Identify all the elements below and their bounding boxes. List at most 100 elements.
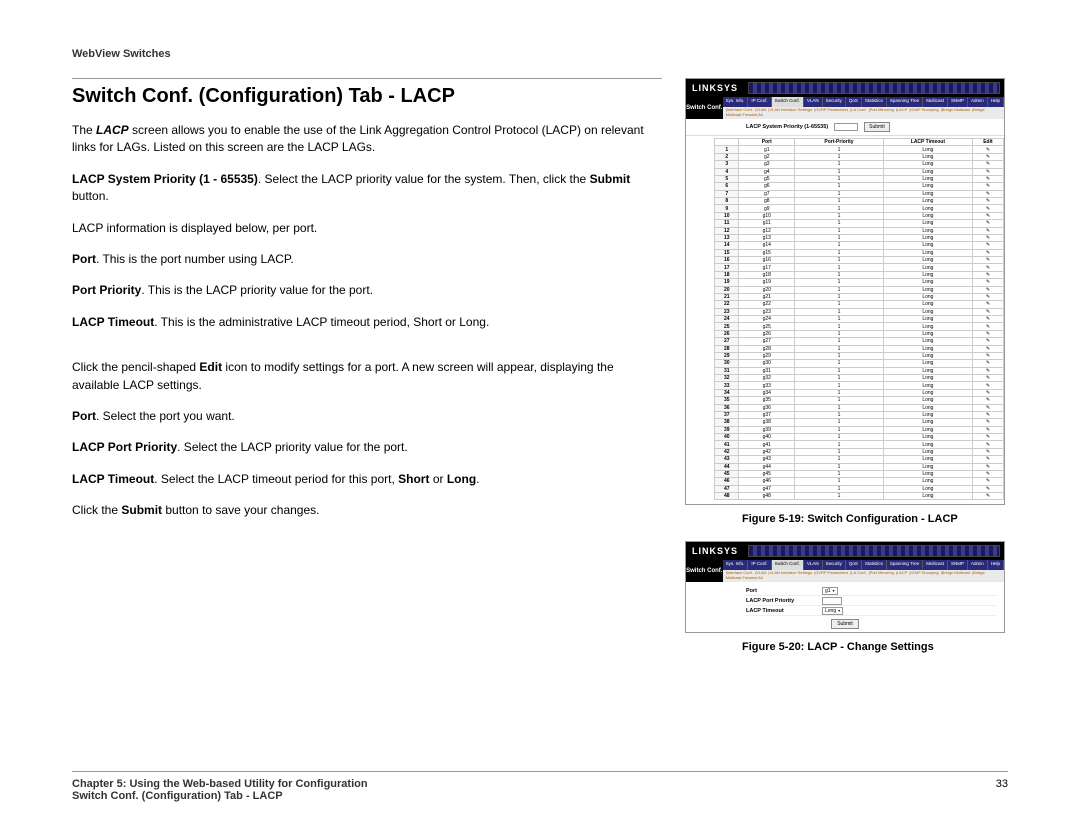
tab-spanning-tree[interactable]: Spanning Tree xyxy=(887,97,923,107)
edit-icon[interactable]: ✎ xyxy=(972,338,1003,345)
edit-icon[interactable]: ✎ xyxy=(972,308,1003,315)
edit-icon[interactable]: ✎ xyxy=(972,330,1003,337)
table-header: Edit xyxy=(972,139,1003,146)
edit-icon[interactable]: ✎ xyxy=(972,470,1003,477)
sublink[interactable]: |LACP xyxy=(896,570,908,575)
edit-icon[interactable]: ✎ xyxy=(972,161,1003,168)
tab-snmp[interactable]: SNMP xyxy=(948,560,968,570)
edit-icon[interactable]: ✎ xyxy=(972,153,1003,160)
edit-icon[interactable]: ✎ xyxy=(972,448,1003,455)
edit-icon[interactable]: ✎ xyxy=(972,316,1003,323)
tab-statistics[interactable]: Statistics xyxy=(862,560,887,570)
edit-icon[interactable]: ✎ xyxy=(972,175,1003,182)
edit-icon[interactable]: ✎ xyxy=(972,345,1003,352)
tab-qos[interactable]: QoS xyxy=(846,97,862,107)
edit-icon[interactable]: ✎ xyxy=(972,264,1003,271)
tab-vlan[interactable]: VLAN xyxy=(804,560,823,570)
edit-icon[interactable]: ✎ xyxy=(972,441,1003,448)
sublink[interactable]: |Port Mirroring xyxy=(869,107,894,112)
edit-icon[interactable]: ✎ xyxy=(972,463,1003,470)
tab-snmp[interactable]: SNMP xyxy=(948,97,968,107)
cell: Long xyxy=(883,323,972,330)
tab-help[interactable]: Help xyxy=(988,97,1004,107)
edit-icon[interactable]: ✎ xyxy=(972,382,1003,389)
timeout-select[interactable]: Long xyxy=(822,607,843,615)
tab-ip-conf-[interactable]: IP Conf. xyxy=(748,97,771,107)
edit-icon[interactable]: ✎ xyxy=(972,227,1003,234)
tab-vlan[interactable]: VLAN xyxy=(804,97,823,107)
tab-spanning-tree[interactable]: Spanning Tree xyxy=(887,560,923,570)
edit-icon[interactable]: ✎ xyxy=(972,279,1003,286)
sys-prio-input[interactable] xyxy=(834,123,858,131)
edit-icon[interactable]: ✎ xyxy=(972,234,1003,241)
edit-icon[interactable]: ✎ xyxy=(972,397,1003,404)
cell: 1 xyxy=(795,345,884,352)
edit-icon[interactable]: ✎ xyxy=(972,360,1003,367)
sublink[interactable]: |GVRP Parameters xyxy=(814,570,848,575)
edit-icon[interactable]: ✎ xyxy=(972,434,1003,441)
edit-icon[interactable]: ✎ xyxy=(972,271,1003,278)
edit-icon[interactable]: ✎ xyxy=(972,257,1003,264)
submit-button[interactable]: Submit xyxy=(864,122,890,132)
edit-icon[interactable]: ✎ xyxy=(972,242,1003,249)
edit-icon[interactable]: ✎ xyxy=(972,146,1003,153)
sublink[interactable]: |LA Conf. xyxy=(850,107,866,112)
edit-icon[interactable]: ✎ xyxy=(972,183,1003,190)
sublink[interactable]: |Bridge Multicast xyxy=(941,570,971,575)
edit-icon[interactable]: ✎ xyxy=(972,205,1003,212)
tab-security[interactable]: Security xyxy=(823,97,846,107)
edit-icon[interactable]: ✎ xyxy=(972,220,1003,227)
sublink[interactable]: |GVRP Parameters xyxy=(814,107,848,112)
priority-input[interactable] xyxy=(822,597,842,605)
edit-icon[interactable]: ✎ xyxy=(972,168,1003,175)
tab-help[interactable]: Help xyxy=(988,560,1004,570)
edit-icon[interactable]: ✎ xyxy=(972,323,1003,330)
sublink[interactable]: |IGMP Snooping xyxy=(909,107,938,112)
tab-multicast[interactable]: Multicast xyxy=(923,560,948,570)
edit-icon[interactable]: ✎ xyxy=(972,352,1003,359)
term-long: Long xyxy=(447,472,476,486)
sublink[interactable]: |VLAN Interface Settings xyxy=(768,570,812,575)
edit-icon[interactable]: ✎ xyxy=(972,301,1003,308)
edit-icon[interactable]: ✎ xyxy=(972,404,1003,411)
timeout-field-row: LACP Timeout Long xyxy=(746,606,996,616)
edit-icon[interactable]: ✎ xyxy=(972,411,1003,418)
sublink[interactable]: |Port Mirroring xyxy=(869,570,894,575)
edit-icon[interactable]: ✎ xyxy=(972,485,1003,492)
tab-security[interactable]: Security xyxy=(823,560,846,570)
tab-sys-info-[interactable]: Sys. Info. xyxy=(723,560,749,570)
edit-icon[interactable]: ✎ xyxy=(972,367,1003,374)
tab-qos[interactable]: QoS xyxy=(846,560,862,570)
sublink[interactable]: |LA Conf. xyxy=(850,570,866,575)
tab-multicast[interactable]: Multicast xyxy=(923,97,948,107)
sublink[interactable]: |VLAN Interface Settings xyxy=(768,107,812,112)
edit-icon[interactable]: ✎ xyxy=(972,249,1003,256)
edit-icon[interactable]: ✎ xyxy=(972,493,1003,500)
tab-sys-info-[interactable]: Sys. Info. xyxy=(723,97,749,107)
tab-switch-conf-[interactable]: Switch Conf. xyxy=(772,97,804,107)
sublink[interactable]: |IGMP Snooping xyxy=(909,570,938,575)
edit-icon[interactable]: ✎ xyxy=(972,286,1003,293)
edit-icon[interactable]: ✎ xyxy=(972,478,1003,485)
tab-statistics[interactable]: Statistics xyxy=(862,97,887,107)
tab-switch-conf-[interactable]: Switch Conf. xyxy=(772,560,804,570)
tab-ip-conf-[interactable]: IP Conf. xyxy=(748,560,771,570)
port-select[interactable]: g1 xyxy=(822,587,838,595)
tab-admin[interactable]: Admin xyxy=(968,97,988,107)
cell: Long xyxy=(883,190,972,197)
edit-icon[interactable]: ✎ xyxy=(972,198,1003,205)
edit-icon[interactable]: ✎ xyxy=(972,456,1003,463)
cell: Long xyxy=(883,426,972,433)
figure-5-19-screenshot: LINKSYS Switch Conf. Sys. Info.IP Conf.S… xyxy=(685,78,1005,505)
edit-icon[interactable]: ✎ xyxy=(972,212,1003,219)
sublink[interactable]: |LACP xyxy=(896,107,908,112)
tab-admin[interactable]: Admin xyxy=(968,560,988,570)
sublink[interactable]: |Bridge Multicast xyxy=(941,107,971,112)
edit-icon[interactable]: ✎ xyxy=(972,293,1003,300)
submit-button[interactable]: Submit xyxy=(831,619,859,629)
edit-icon[interactable]: ✎ xyxy=(972,190,1003,197)
edit-icon[interactable]: ✎ xyxy=(972,389,1003,396)
edit-icon[interactable]: ✎ xyxy=(972,375,1003,382)
edit-icon[interactable]: ✎ xyxy=(972,419,1003,426)
edit-icon[interactable]: ✎ xyxy=(972,426,1003,433)
